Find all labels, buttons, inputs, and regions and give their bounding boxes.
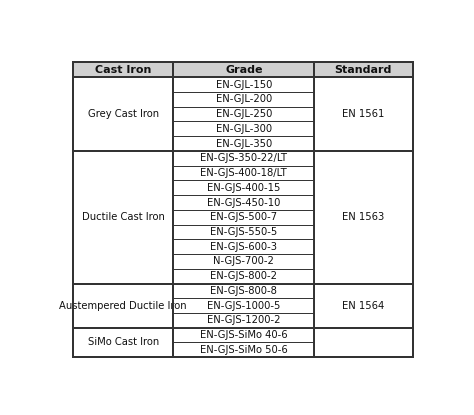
Text: Cast Iron: Cast Iron (95, 65, 152, 75)
Text: EN-GJS-1000-5: EN-GJS-1000-5 (207, 300, 281, 311)
Text: EN-GJS-SiMo 40-6: EN-GJS-SiMo 40-6 (200, 330, 288, 340)
Bar (173, 313, 314, 328)
Text: Standard: Standard (335, 65, 392, 75)
Text: EN-GJS-SiMo 50-6: EN-GJS-SiMo 50-6 (200, 345, 288, 355)
Bar (173, 92, 314, 107)
Bar (173, 283, 314, 298)
Text: SiMo Cast Iron: SiMo Cast Iron (88, 337, 159, 347)
Bar (314, 77, 413, 151)
Text: EN-GJL-150: EN-GJL-150 (216, 80, 272, 90)
Bar (173, 195, 314, 210)
Bar (73, 283, 173, 328)
Bar (73, 77, 173, 151)
Text: N-GJS-700-2: N-GJS-700-2 (213, 256, 274, 266)
Bar (314, 62, 413, 77)
Text: EN-GJS-350-22/LT: EN-GJS-350-22/LT (201, 153, 287, 164)
Text: EN-GJS-450-10: EN-GJS-450-10 (207, 198, 281, 208)
Text: EN-GJS-800-2: EN-GJS-800-2 (210, 271, 277, 281)
Text: EN-GJS-1200-2: EN-GJS-1200-2 (207, 315, 281, 325)
Bar (173, 342, 314, 357)
Bar (173, 269, 314, 283)
Text: EN 1564: EN 1564 (342, 300, 384, 311)
Bar (73, 62, 173, 77)
Bar (173, 77, 314, 92)
Bar (173, 136, 314, 151)
Text: Grade: Grade (225, 65, 263, 75)
Bar (73, 151, 173, 283)
Bar (173, 166, 314, 181)
Bar (73, 328, 173, 357)
Bar (173, 210, 314, 225)
Text: EN 1561: EN 1561 (342, 109, 384, 119)
Bar (173, 151, 314, 166)
Text: EN-GJL-300: EN-GJL-300 (216, 124, 272, 134)
Bar (173, 107, 314, 122)
Text: EN-GJS-400-18/LT: EN-GJS-400-18/LT (201, 168, 287, 178)
Bar (173, 254, 314, 269)
Text: EN-GJL-200: EN-GJL-200 (216, 94, 272, 105)
Bar (173, 328, 314, 342)
Text: EN 1563: EN 1563 (342, 212, 384, 222)
Bar (173, 181, 314, 195)
Bar (314, 283, 413, 328)
Bar (173, 62, 314, 77)
Text: EN-GJS-550-5: EN-GJS-550-5 (210, 227, 277, 237)
Text: EN-GJS-800-8: EN-GJS-800-8 (210, 286, 277, 296)
Text: Ductile Cast Iron: Ductile Cast Iron (82, 212, 164, 222)
Bar (173, 239, 314, 254)
Text: EN-GJL-350: EN-GJL-350 (216, 139, 272, 149)
Text: EN-GJS-500-7: EN-GJS-500-7 (210, 212, 277, 222)
Text: EN-GJL-250: EN-GJL-250 (216, 109, 272, 119)
Text: EN-GJS-400-15: EN-GJS-400-15 (207, 183, 281, 193)
Bar (314, 151, 413, 283)
Bar (314, 328, 413, 357)
Text: EN-GJS-600-3: EN-GJS-600-3 (210, 242, 277, 252)
Bar (173, 122, 314, 136)
Text: Grey Cast Iron: Grey Cast Iron (88, 109, 159, 119)
Text: Austempered Ductile Iron: Austempered Ductile Iron (59, 300, 187, 311)
Bar (173, 225, 314, 239)
Bar (173, 298, 314, 313)
